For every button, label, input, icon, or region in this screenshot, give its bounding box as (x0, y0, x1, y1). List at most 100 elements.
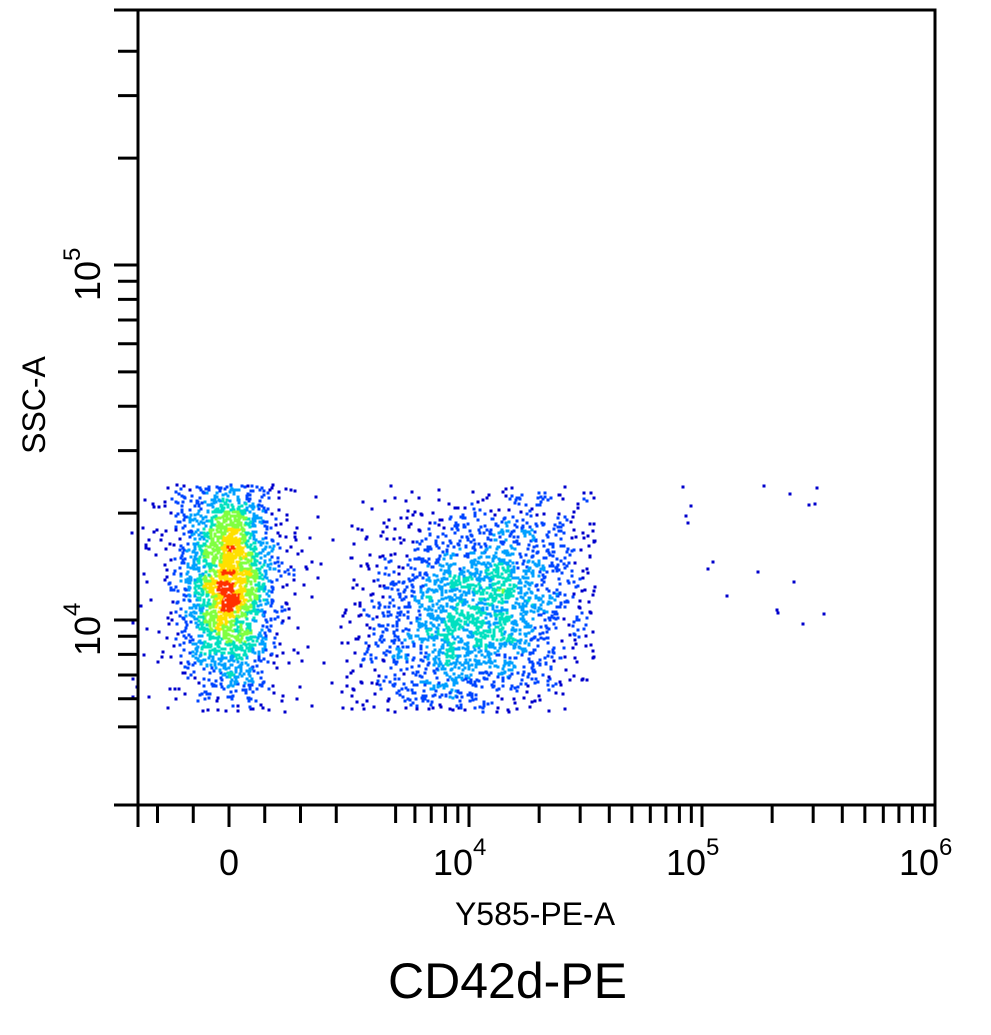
event-dot (513, 701, 517, 705)
event-dot (472, 545, 476, 549)
event-dot (188, 488, 192, 492)
event-dot (251, 609, 255, 613)
event-dot (226, 596, 230, 600)
event-dot (253, 545, 257, 549)
event-dot (475, 619, 479, 623)
event-dot (380, 634, 384, 638)
event-dot (243, 589, 247, 593)
event-dot (512, 535, 516, 539)
event-dot (433, 579, 437, 583)
event-dot (262, 493, 266, 497)
event-dot (419, 658, 423, 662)
event-dot (381, 630, 385, 634)
event-dot (178, 614, 182, 618)
event-dot (545, 533, 549, 537)
event-dot (419, 587, 423, 591)
event-dot (454, 583, 458, 587)
event-dot (465, 576, 469, 580)
event-dot (446, 663, 450, 667)
event-dot (199, 548, 203, 552)
event-dot (261, 706, 265, 710)
event-dot (246, 599, 250, 603)
event-dot (527, 543, 531, 547)
event-dot (461, 516, 465, 520)
event-dot (515, 561, 519, 565)
event-dot (163, 504, 167, 508)
event-dot (815, 486, 819, 490)
event-dot (454, 689, 458, 693)
event-dot (503, 622, 507, 626)
event-dot (539, 636, 543, 640)
event-dot (435, 676, 439, 680)
event-dot (518, 578, 522, 582)
event-dot (222, 518, 226, 522)
event-dot (469, 551, 473, 555)
event-dot (435, 574, 439, 578)
event-dot (483, 611, 487, 615)
event-dot (205, 594, 209, 598)
event-dot (205, 491, 209, 495)
event-dot (473, 514, 477, 518)
event-dot (519, 595, 523, 599)
event-dot (165, 575, 169, 579)
event-dot (498, 642, 502, 646)
event-dot (440, 593, 444, 597)
event-dot (262, 489, 266, 493)
event-dot (503, 551, 507, 555)
event-dot (200, 544, 204, 548)
event-dot (495, 547, 499, 551)
event-dot (238, 516, 242, 520)
event-dot (266, 601, 270, 605)
event-dot (458, 691, 462, 695)
event-dot (256, 604, 260, 608)
event-dot (431, 565, 435, 569)
event-dot (578, 577, 582, 581)
event-dot (496, 625, 500, 629)
event-dot (453, 598, 457, 602)
event-dot (467, 585, 471, 589)
event-dot (472, 587, 476, 591)
event-dot (422, 680, 426, 684)
event-dot (449, 649, 453, 653)
event-dot (539, 603, 543, 607)
event-dot (190, 494, 194, 498)
event-dot (184, 580, 188, 584)
event-dot (427, 576, 431, 580)
event-dot (198, 693, 202, 697)
event-dot (453, 606, 457, 610)
event-dot (267, 628, 271, 632)
event-dot (251, 643, 255, 647)
event-dot (510, 587, 514, 591)
event-dot (245, 608, 249, 612)
event-dot (486, 536, 490, 540)
event-dot (373, 692, 377, 696)
event-dot (186, 579, 190, 583)
event-dot (144, 546, 148, 550)
event-dot (197, 569, 201, 573)
event-dot (512, 583, 516, 587)
event-dot (386, 586, 390, 590)
event-dot (547, 688, 551, 692)
event-dot (261, 509, 265, 513)
event-dot (479, 555, 483, 559)
event-dot (537, 613, 541, 617)
event-dot (478, 579, 482, 583)
event-dot (532, 636, 536, 640)
event-dot (180, 504, 184, 508)
event-dot (508, 564, 512, 568)
event-dot (399, 541, 403, 545)
event-dot (487, 576, 491, 580)
event-dot (183, 629, 187, 633)
event-dot (473, 658, 477, 662)
event-dot (541, 673, 545, 677)
event-dot (500, 606, 504, 610)
event-dot (209, 635, 213, 639)
event-dot (474, 684, 478, 688)
event-dot (580, 589, 584, 593)
event-dot (251, 650, 255, 654)
event-dot (224, 598, 228, 602)
event-dot (538, 503, 542, 507)
event-dot (199, 507, 203, 511)
event-dot (210, 538, 214, 542)
event-dot (420, 603, 424, 607)
